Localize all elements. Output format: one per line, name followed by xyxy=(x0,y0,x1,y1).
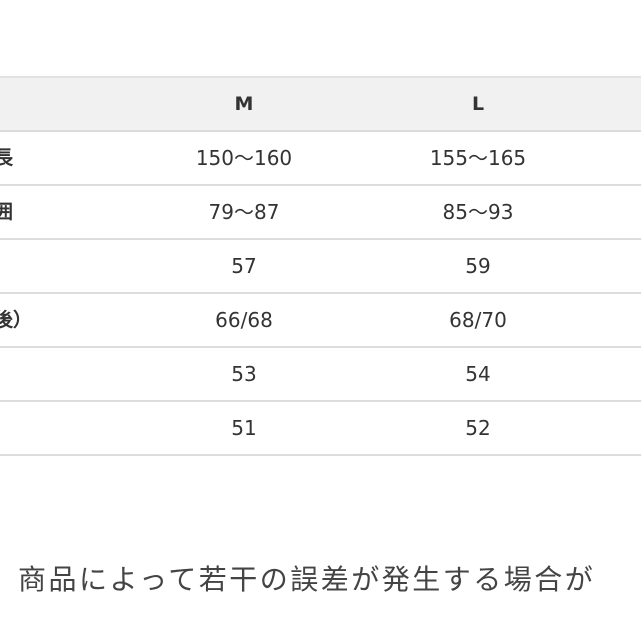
note: 商品によって若干の誤差が発生する場合が xyxy=(18,563,596,596)
header-cell: M xyxy=(234,93,254,115)
table-cell: 155〜165 xyxy=(429,146,527,170)
table-cell: 54 xyxy=(465,362,491,386)
table-row: 囲 79〜87 85〜93 xyxy=(0,186,641,240)
header-cell: L xyxy=(471,93,485,115)
row-label: 長 xyxy=(0,147,14,169)
table-cell: 85〜93 xyxy=(442,200,514,224)
table-row: 51 52 xyxy=(0,402,641,456)
table-row: 後） 66/68 68/70 xyxy=(0,294,641,348)
size-table: M L 長 150〜160 155〜165 囲 79〜87 85〜93 57 59 後） 66/6… xyxy=(0,76,641,456)
table-cell: 66/68 xyxy=(215,308,273,332)
table-row: 長 150〜160 155〜165 xyxy=(0,132,641,186)
table-cell: 59 xyxy=(465,254,491,278)
table-cell: 79〜87 xyxy=(208,200,280,224)
table-cell: 53 xyxy=(231,362,257,386)
row-label: 後） xyxy=(0,309,33,331)
table-cell: 52 xyxy=(465,416,491,440)
table-row: 57 59 xyxy=(0,240,641,294)
header-row: M L xyxy=(0,76,641,132)
row-label: 囲 xyxy=(0,201,14,223)
table-row: 53 54 xyxy=(0,348,641,402)
table-cell: 51 xyxy=(231,416,257,440)
table-cell: 57 xyxy=(231,254,257,278)
table-cell: 150〜160 xyxy=(195,146,293,170)
table-cell: 68/70 xyxy=(449,308,507,332)
